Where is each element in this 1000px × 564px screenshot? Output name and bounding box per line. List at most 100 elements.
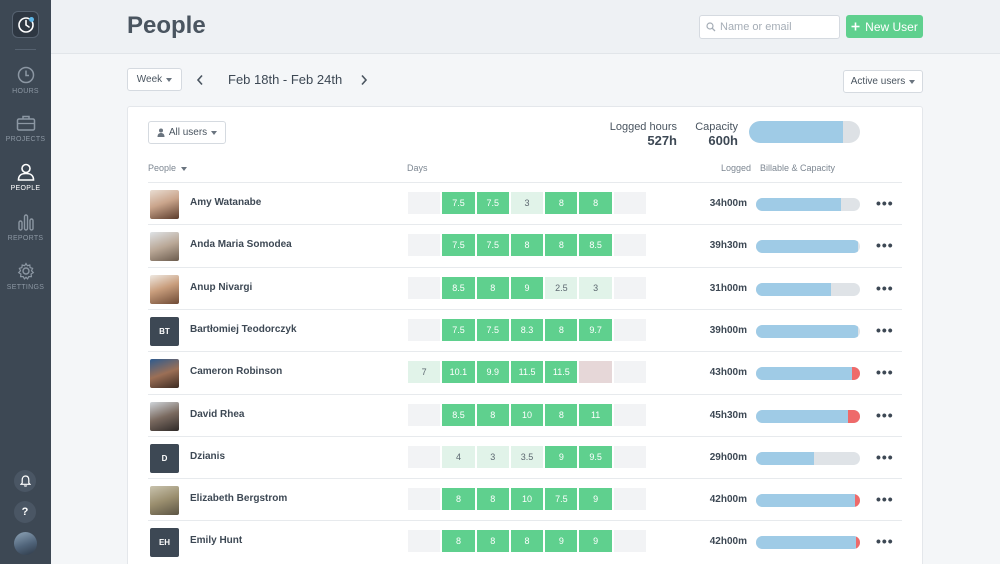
day-cell[interactable] [408,276,441,299]
all-users-dropdown[interactable]: All users [148,121,226,144]
day-cell[interactable]: 9.9 [476,361,509,384]
day-cell[interactable]: 8 [579,192,612,214]
day-cell[interactable]: 9 [579,488,612,511]
day-cell[interactable]: 8 [510,234,544,257]
day-cell[interactable]: 9 [510,276,544,299]
person-name[interactable]: Amy Watanabe [190,197,262,208]
day-cell[interactable] [613,530,647,553]
day-cell[interactable]: 7.5 [545,488,578,511]
person-name[interactable]: Elizabeth Bergstrom [190,493,288,505]
day-cell[interactable]: 8 [476,276,509,299]
person-name[interactable]: Dzianis [190,450,226,462]
day-cell[interactable]: 8.5 [442,276,475,299]
day-cell[interactable]: 8 [476,530,509,553]
person-name[interactable]: Anda Maria Somodea [190,239,292,251]
day-cell[interactable] [408,488,441,511]
day-cell[interactable] [408,445,441,468]
day-cell[interactable]: 8 [545,192,578,214]
day-cell[interactable] [408,318,441,341]
day-cell[interactable]: 2.5 [545,276,578,299]
table-row[interactable]: Elizabeth Bergstrom 8 8 10 7.5 9 42h00m ••• [148,478,902,520]
day-cell[interactable]: 9.7 [579,318,612,341]
day-cell[interactable]: 7.5 [476,192,509,214]
search-box[interactable] [699,15,840,39]
period-dropdown[interactable]: Week [127,68,182,91]
day-cell[interactable] [613,403,647,426]
sidebar-item-people[interactable]: PEOPLE [0,163,51,192]
day-cell[interactable]: 3 [510,192,544,214]
day-cell[interactable]: 10.1 [442,361,475,384]
day-cell[interactable] [613,361,647,384]
day-cell[interactable]: 9 [545,530,578,553]
prev-week-button[interactable] [196,74,204,89]
active-users-filter[interactable]: Active users [843,70,923,93]
people-column-header[interactable]: People [148,163,187,173]
sidebar-item-reports[interactable]: REPORTS [0,213,51,242]
more-options-icon[interactable]: ••• [876,533,894,550]
more-options-icon[interactable]: ••• [876,321,894,338]
day-cell[interactable] [408,530,441,553]
day-cell[interactable]: 8 [545,234,578,257]
day-cell[interactable]: 3.5 [510,445,544,468]
day-cell[interactable]: 8 [442,530,475,553]
person-name[interactable]: Emily Hunt [190,535,243,547]
table-row[interactable]: Anda Maria Somodea 7.5 7.5 8 8 8.5 39h30m ••• [148,224,902,266]
day-cell[interactable]: 7.5 [476,318,509,341]
day-cell[interactable]: 8.3 [510,318,544,341]
next-week-button[interactable] [360,74,368,89]
day-cell[interactable] [408,403,441,426]
day-cell[interactable] [408,234,441,257]
day-cell[interactable] [613,488,647,511]
day-cell[interactable]: 7.5 [442,318,475,341]
day-cell[interactable]: 8.5 [442,403,475,426]
day-cell[interactable]: 11.5 [510,361,544,384]
day-cell[interactable] [613,192,647,214]
table-row[interactable]: Anup Nivargi 8.5 8 9 2.5 3 31h00m ••• [148,266,902,309]
help-button[interactable]: ? [14,501,36,523]
day-cell[interactable] [579,361,612,384]
day-cell[interactable] [408,192,441,214]
day-cell[interactable]: 11.5 [545,361,578,384]
day-cell[interactable]: 3 [476,445,509,468]
day-cell[interactable]: 8 [545,318,578,341]
table-row[interactable]: EH Emily Hunt 8 8 8 9 9 42h00m ••• [148,520,902,562]
day-cell[interactable] [613,445,647,468]
new-user-button[interactable]: New User [846,15,923,38]
day-cell[interactable]: 3 [579,276,612,299]
more-options-icon[interactable]: ••• [876,195,894,211]
person-name[interactable]: David Rhea [190,408,245,420]
more-options-icon[interactable]: ••• [876,448,894,465]
notifications-bell-icon[interactable] [14,470,36,492]
day-cell[interactable]: 10 [510,488,544,511]
table-row[interactable]: D Dzianis 4 3 3.5 9 9.5 29h00m ••• [148,435,902,478]
day-cell[interactable]: 4 [442,445,475,468]
table-row[interactable]: BT Bartłomiej Teodorczyk 7.5 7.5 8.3 8 9.7 39h0… [148,308,902,351]
day-cell[interactable]: 11 [579,403,612,426]
day-cell[interactable]: 9.5 [579,445,612,468]
day-cell[interactable]: 8 [442,488,475,511]
day-cell[interactable]: 7 [408,361,441,384]
more-options-icon[interactable]: ••• [876,406,894,423]
day-cell[interactable]: 7.5 [476,234,509,257]
day-cell[interactable]: 7.5 [442,192,475,214]
current-user-avatar[interactable] [14,532,37,555]
more-options-icon[interactable]: ••• [876,491,894,508]
day-cell[interactable]: 8 [476,403,509,426]
sidebar-item-projects[interactable]: PROJECTS [0,114,51,143]
day-cell[interactable]: 9 [579,530,612,553]
day-cell[interactable]: 8 [476,488,509,511]
day-cell[interactable] [613,318,647,341]
more-options-icon[interactable]: ••• [876,279,894,296]
more-options-icon[interactable]: ••• [876,237,894,254]
day-cell[interactable]: 7.5 [442,234,475,257]
search-input[interactable] [720,21,838,33]
day-cell[interactable]: 8 [545,403,578,426]
app-logo-icon[interactable] [12,11,39,38]
day-cell[interactable]: 9 [545,445,578,468]
day-cell[interactable] [613,276,647,299]
person-name[interactable]: Bartłomiej Teodorczyk [190,323,297,335]
table-row[interactable]: David Rhea 8.5 8 10 8 11 45h30m ••• [148,393,902,436]
person-name[interactable]: Anup Nivargi [190,281,253,293]
table-row[interactable]: Amy Watanabe 7.5 7.5 3 8 8 34h00m ••• [148,182,902,224]
day-cell[interactable]: 8.5 [579,234,612,257]
